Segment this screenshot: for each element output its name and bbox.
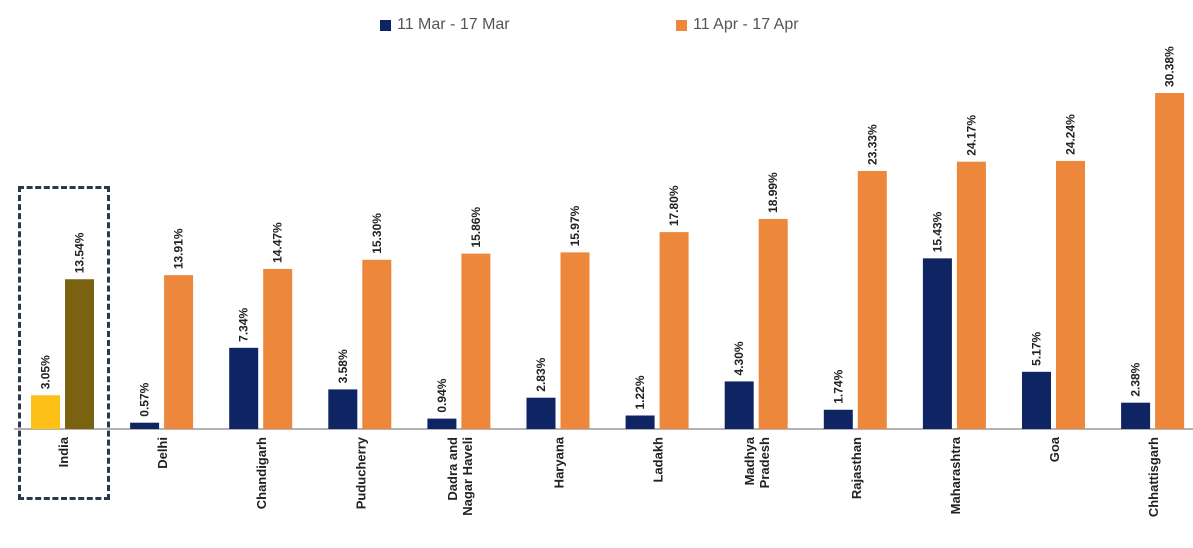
value-label-mar-0: 3.05% [39, 355, 53, 389]
value-label-mar-6: 1.22% [633, 375, 647, 409]
category-label-line-7-0: Madhya [742, 436, 757, 485]
bar-apr-1 [164, 275, 194, 429]
category-label-5: Haryana [552, 436, 567, 488]
bar-mar-9 [922, 258, 952, 429]
bar-mar-5 [526, 397, 556, 429]
bar-apr-9 [956, 161, 986, 430]
bar-apr-8 [857, 170, 887, 429]
category-label-line-1-0: Delhi [155, 437, 170, 469]
category-label-1: Delhi [155, 437, 170, 469]
value-label-mar-10: 5.17% [1030, 331, 1044, 365]
value-label-apr-11: 30.38% [1163, 46, 1177, 87]
value-label-apr-9: 24.17% [964, 115, 978, 156]
bar-apr-10 [1056, 160, 1085, 429]
legend-label-series-1: 11 Mar - 17 Mar [397, 16, 510, 33]
legend-item-series-1: 11 Mar - 17 Mar [380, 16, 510, 34]
bar-apr-7 [758, 218, 788, 429]
value-label-apr-6: 17.80% [667, 185, 681, 226]
value-label-apr-0: 13.54% [73, 232, 87, 273]
category-label-line-8-0: Rajasthan [849, 437, 864, 499]
category-label-4: Dadra and Nagar Haveli [445, 437, 475, 516]
bar-apr-0 [65, 279, 94, 429]
bar-mar-0 [31, 395, 60, 429]
value-label-apr-1: 13.91% [172, 228, 186, 269]
category-label-3: Puducherry [353, 436, 368, 509]
value-label-mar-8: 1.74% [831, 369, 845, 403]
value-label-apr-4: 15.86% [469, 207, 483, 248]
bar-mar-10 [1022, 371, 1051, 429]
value-label-mar-11: 2.38% [1129, 362, 1143, 396]
value-label-mar-7: 4.30% [732, 341, 746, 375]
bar-mar-3 [328, 389, 358, 429]
bar-apr-4 [461, 253, 491, 429]
legend-label-series-2: 11 Apr - 17 Apr [693, 16, 799, 33]
category-label-line-3-0: Puducherry [353, 436, 368, 509]
category-label-line-0-0: India [56, 436, 71, 467]
value-label-mar-4: 0.94% [435, 378, 449, 412]
category-label-9: Maharashtra [948, 436, 963, 514]
india-highlight-box [18, 186, 110, 500]
category-label-line-2-0: Chandigarh [254, 437, 269, 509]
value-label-apr-10: 24.24% [1064, 114, 1078, 155]
bar-apr-2 [263, 268, 293, 429]
category-label-line-9-0: Maharashtra [948, 436, 963, 514]
legend-item-series-2: 11 Apr - 17 Apr [676, 16, 799, 34]
category-label-11: Chhattisgarh [1146, 437, 1161, 517]
category-label-line-5-0: Haryana [552, 436, 567, 488]
value-label-apr-7: 18.99% [766, 172, 780, 213]
value-label-apr-2: 14.47% [271, 222, 285, 263]
category-label-line-4-0: Dadra and [445, 437, 460, 501]
value-label-mar-2: 7.34% [237, 307, 251, 341]
value-label-mar-9: 15.43% [930, 211, 944, 252]
value-label-apr-5: 15.97% [568, 205, 582, 246]
bar-apr-3 [362, 259, 392, 429]
value-label-apr-3: 15.30% [370, 213, 384, 254]
bar-apr-6 [659, 232, 689, 429]
bar-mar-6 [625, 415, 655, 429]
bar-apr-5 [560, 252, 590, 429]
value-label-apr-8: 23.33% [865, 124, 879, 165]
category-label-8: Rajasthan [849, 437, 864, 499]
legend-swatch-series-2 [676, 19, 687, 31]
category-label-line-4-1: Nagar Haveli [460, 437, 475, 516]
category-label-7: Madhya Pradesh [742, 436, 772, 488]
bar-apr-11 [1155, 93, 1185, 429]
bar-mar-8 [823, 409, 853, 429]
category-label-10: Goa [1047, 436, 1062, 462]
category-label-line-10-0: Goa [1047, 436, 1062, 462]
category-label-line-7-1: Pradesh [757, 437, 772, 488]
value-label-mar-3: 3.58% [336, 349, 350, 383]
bar-mar-11 [1121, 402, 1151, 429]
category-label-line-11-0: Chhattisgarh [1146, 437, 1161, 517]
bar-mar-2 [229, 347, 259, 429]
bar-mar-7 [724, 381, 754, 429]
bar-mar-1 [130, 422, 160, 429]
legend: 11 Mar - 17 Mar 11 Apr - 17 Apr [0, 10, 1193, 40]
bar-mar-4 [427, 418, 457, 429]
category-label-6: Ladakh [651, 437, 666, 483]
value-label-mar-1: 0.57% [138, 382, 152, 416]
category-label-0: India [56, 436, 71, 467]
category-label-2: Chandigarh [254, 437, 269, 509]
category-label-line-6-0: Ladakh [651, 437, 666, 483]
legend-swatch-series-1 [380, 19, 391, 31]
value-label-mar-5: 2.83% [534, 357, 548, 391]
